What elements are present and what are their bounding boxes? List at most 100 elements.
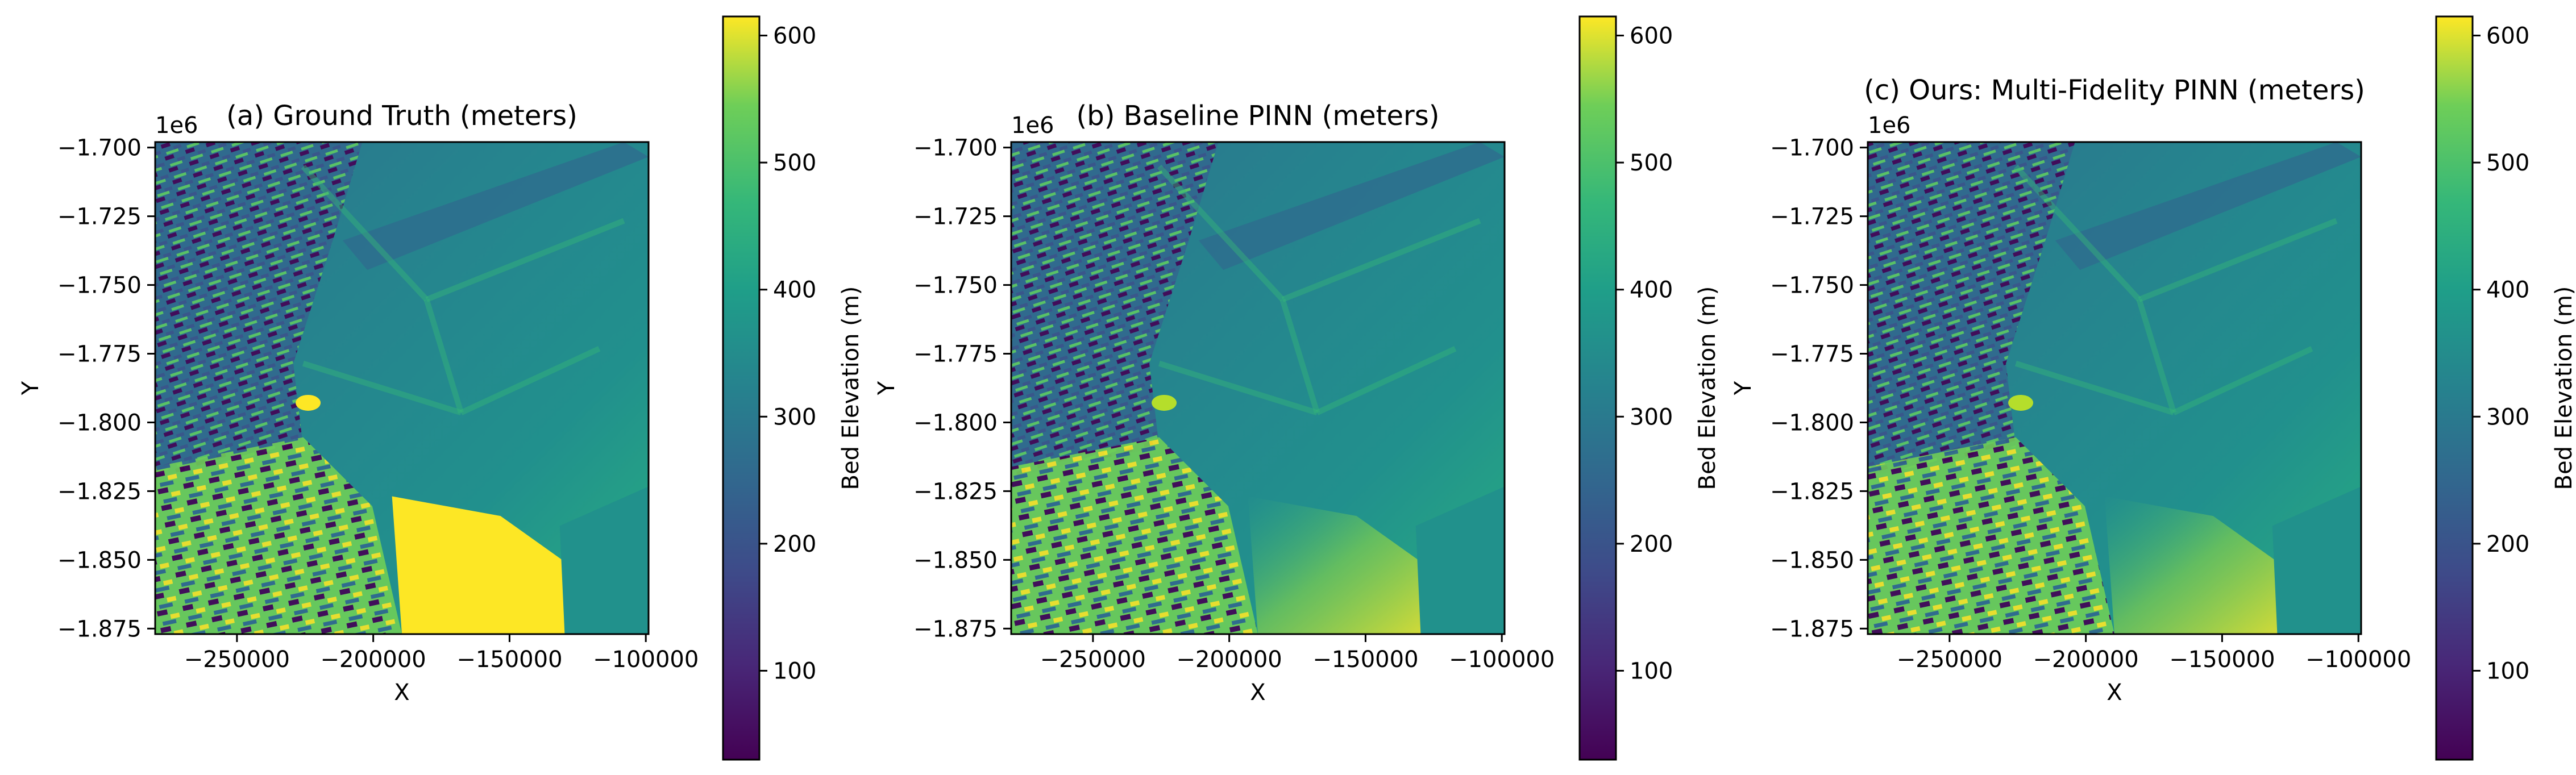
heatmap-field — [1868, 142, 2361, 634]
y-tick-label: −1.725 — [913, 204, 998, 230]
ridge-line — [460, 346, 601, 415]
y-tick-label: −1.725 — [57, 204, 142, 230]
ridge-line — [425, 218, 625, 302]
colorbar-tick-label: 100 — [773, 658, 816, 684]
y-offset-label: 1e6 — [1868, 113, 1911, 139]
colorbar-gradient — [722, 15, 761, 761]
panel-2: −250000 −200000 −150000 −100000 −1.700 −1.725… — [874, 15, 1721, 761]
y-tick-label: −1.875 — [57, 616, 142, 642]
colorbar-label: Bed Elevation (m) — [1694, 286, 1721, 490]
ridge-line — [2136, 298, 2176, 414]
ridge-line — [1281, 218, 1481, 302]
x-tick-label: −200000 — [2033, 647, 2139, 673]
y-offset-label: 1e6 — [1011, 113, 1054, 139]
y-tick-label: −1.800 — [57, 410, 142, 436]
y-tick-label: −1.875 — [913, 616, 998, 642]
colorbar-gradient — [2435, 15, 2474, 761]
plot-frame — [1867, 141, 2362, 635]
y-tick-label: −1.775 — [913, 341, 998, 368]
colorbar: 100 200 300 400 500 600 Bed Elevation (m) — [2435, 15, 2576, 761]
rough-terrain-west — [1011, 142, 1219, 477]
plot-frame — [1010, 141, 1506, 635]
y-tick-label: −1.725 — [1770, 204, 1854, 230]
y-tick-label: −1.825 — [913, 478, 998, 505]
y-tick-label: −1.775 — [1770, 341, 1854, 368]
x-axis-label: X — [2106, 680, 2122, 706]
y-tick-label: −1.750 — [57, 273, 142, 299]
colorbar-tick-label: 600 — [2486, 23, 2529, 49]
trough-north — [342, 142, 649, 270]
colorbar-tick-label: 200 — [773, 531, 816, 557]
colorbar-tick-label: 600 — [773, 23, 816, 49]
x-tick-label: −150000 — [2169, 647, 2275, 673]
y-offset-label: 1e6 — [155, 113, 198, 139]
x-tick-label: −100000 — [593, 647, 699, 673]
highland-south — [392, 496, 570, 634]
flat-region-southeast — [559, 486, 649, 634]
ridge-line — [2013, 164, 2142, 302]
y-tick-label: −1.850 — [1770, 547, 1854, 573]
y-tick-label: −1.875 — [1770, 616, 1854, 642]
x-axis-label: X — [394, 680, 409, 706]
y-tick-label: −1.775 — [57, 341, 142, 368]
x-tick-label: −200000 — [1177, 647, 1282, 673]
ridge-line — [1279, 298, 1320, 414]
y-tick-label: −1.825 — [57, 478, 142, 505]
rough-terrain-west — [155, 142, 363, 477]
colorbar: 100 200 300 400 500 600 Bed Elevation (m) — [722, 15, 864, 761]
y-tick-label: −1.700 — [1770, 135, 1854, 161]
rough-terrain-south — [155, 437, 402, 634]
colorbar-tick-label: 500 — [2486, 150, 2529, 176]
y-axis-label: Y — [874, 381, 900, 395]
colorbar-tick-label: 200 — [1630, 531, 1673, 557]
ridge-line — [2172, 346, 2313, 415]
x-tick-label: −150000 — [1312, 647, 1418, 673]
colorbar-tick-label: 300 — [1630, 404, 1673, 430]
ridge-line — [302, 360, 462, 416]
x-tick-label: −250000 — [184, 647, 290, 673]
y-tick-label: −1.850 — [57, 547, 142, 573]
rough-terrain-south — [1011, 437, 1258, 634]
rough-terrain-west — [1868, 142, 2075, 477]
ridge-line — [423, 298, 464, 414]
x-tick-label: −250000 — [1897, 647, 2002, 673]
colorbar-gradient — [1578, 15, 1617, 761]
y-axis-label: Y — [18, 381, 44, 395]
colorbar-label: Bed Elevation (m) — [2551, 286, 2576, 490]
rough-terrain-south — [1868, 437, 2114, 634]
x-axis-label: X — [1250, 680, 1265, 706]
y-tick-label: −1.700 — [913, 135, 998, 161]
panel-title: (b) Baseline PINN (meters) — [1077, 100, 1440, 132]
x-tick-label: −250000 — [1040, 647, 1146, 673]
x-tick-label: −150000 — [456, 647, 562, 673]
y-tick-label: −1.800 — [1770, 410, 1854, 436]
axes-layer: −250000 −200000 −150000 −100000 −1.700 −1.725… — [18, 15, 2576, 761]
ridge-line — [2014, 360, 2175, 416]
y-tick-label: −1.750 — [1770, 273, 1854, 299]
trough-north — [2055, 142, 2361, 270]
colorbar-label: Bed Elevation (m) — [838, 286, 864, 490]
hot-spot — [1152, 394, 1177, 411]
colorbar-tick-label: 600 — [1630, 23, 1673, 49]
ridge-line — [2138, 218, 2338, 302]
colorbar-tick-label: 500 — [1630, 150, 1673, 176]
hot-spot — [2008, 394, 2034, 411]
colorbar-tick-label: 300 — [2486, 404, 2529, 430]
ridge-line — [1157, 164, 1285, 302]
ridge-line — [1158, 360, 1318, 416]
y-tick-label: −1.750 — [913, 273, 998, 299]
y-tick-label: −1.850 — [913, 547, 998, 573]
highland-south — [2104, 496, 2283, 634]
x-tick-label: −200000 — [321, 647, 426, 673]
colorbar: 100 200 300 400 500 600 Bed Elevation (m) — [1578, 15, 1721, 761]
flat-region-southeast — [2272, 486, 2361, 634]
heatmap-field — [1011, 142, 1505, 634]
colorbar-tick-label: 500 — [773, 150, 816, 176]
ridge-line — [1316, 346, 1457, 415]
colorbar-tick-label: 400 — [1630, 277, 1673, 303]
x-tick-label: −100000 — [1449, 647, 1555, 673]
ridge-line — [301, 164, 429, 302]
y-tick-label: −1.825 — [1770, 478, 1854, 505]
panel-1: −250000 −200000 −150000 −100000 −1.700 −1.725… — [18, 15, 864, 761]
